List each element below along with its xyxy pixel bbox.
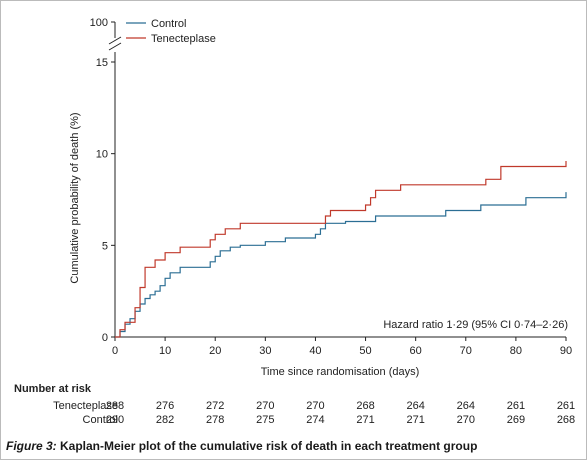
- risk-value-tenecteplase-40: 270: [306, 400, 324, 412]
- risk-value-tenecteplase-90: 261: [557, 400, 575, 412]
- y-tick-label-10: 10: [96, 149, 108, 161]
- caption-text: Kaplan-Meier plot of the cumulative risk…: [56, 439, 478, 453]
- x-tick-label-60: 60: [410, 345, 422, 357]
- y-axis-break-marker: [108, 36, 122, 51]
- risk-value-control-60: 271: [406, 414, 424, 426]
- x-tick-label-0: 0: [112, 345, 118, 357]
- risk-value-tenecteplase-30: 270: [256, 400, 274, 412]
- risk-value-control-10: 282: [156, 414, 174, 426]
- risk-value-control-0: 290: [106, 414, 124, 426]
- figure-caption: Figure 3: Kaplan-Meier plot of the cumul…: [6, 439, 581, 453]
- x-tick-label-80: 80: [510, 345, 522, 357]
- y-tick-label-0: 0: [102, 332, 108, 344]
- y-axis-title: Cumulative probability of death (%): [69, 112, 81, 283]
- x-tick-label-50: 50: [359, 345, 371, 357]
- legend-label-control: Control: [151, 18, 186, 30]
- risk-value-control-20: 278: [206, 414, 224, 426]
- y-tick-label-break: 100: [90, 17, 108, 29]
- risk-row-label-control: Control: [83, 414, 118, 426]
- hazard-ratio-annotation: Hazard ratio 1·29 (95% CI 0·74–2·26): [383, 319, 568, 331]
- risk-value-control-30: 275: [256, 414, 274, 426]
- risk-value-tenecteplase-70: 264: [457, 400, 475, 412]
- x-tick-label-90: 90: [560, 345, 572, 357]
- risk-value-tenecteplase-0: 288: [106, 400, 124, 412]
- risk-value-control-80: 269: [507, 414, 525, 426]
- series-layer: [115, 161, 567, 338]
- x-tick-label-10: 10: [159, 345, 171, 357]
- x-axis-ticks: 0 10 20 30 40 50 60 70 80 90: [112, 337, 572, 357]
- risk-table-header: Number at risk: [14, 383, 92, 395]
- legend: Control Tenecteplase: [126, 18, 216, 45]
- risk-value-tenecteplase-80: 261: [507, 400, 525, 412]
- risk-value-control-50: 271: [356, 414, 374, 426]
- x-tick-label-40: 40: [309, 345, 321, 357]
- x-tick-label-30: 30: [259, 345, 271, 357]
- risk-value-control-70: 270: [457, 414, 475, 426]
- x-axis-title: Time since randomisation (days): [261, 366, 420, 378]
- risk-value-tenecteplase-50: 268: [356, 400, 374, 412]
- risk-value-tenecteplase-10: 276: [156, 400, 174, 412]
- y-axis-ticks: 0 5 10 15: [96, 57, 115, 344]
- x-tick-label-20: 20: [209, 345, 221, 357]
- risk-table-values: 288 276 272 270 270 268 264 264 261 261 290 282 278 2…: [106, 400, 575, 426]
- caption-label: Figure 3:: [6, 439, 57, 453]
- risk-value-control-90: 268: [557, 414, 575, 426]
- y-tick-label-5: 5: [102, 240, 108, 252]
- legend-label-tenecteplase: Tenecteplase: [151, 33, 216, 45]
- risk-value-tenecteplase-20: 272: [206, 400, 224, 412]
- risk-value-control-40: 274: [306, 414, 324, 426]
- x-tick-label-70: 70: [460, 345, 472, 357]
- risk-row-label-tenecteplase: Tenecteplase: [53, 400, 118, 412]
- risk-value-tenecteplase-60: 264: [406, 400, 424, 412]
- series-line-tenecteplase: [115, 161, 567, 338]
- y-tick-label-15: 15: [96, 57, 108, 69]
